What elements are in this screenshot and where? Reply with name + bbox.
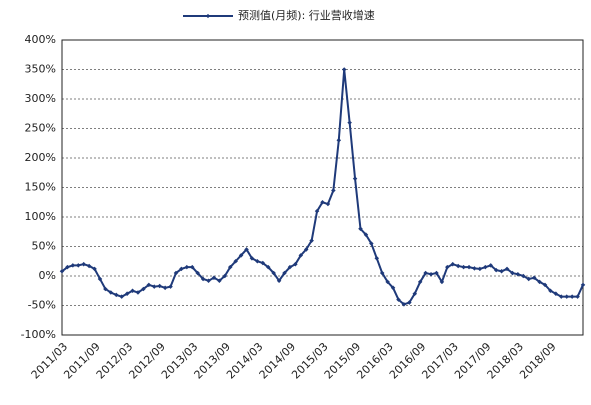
point-marker — [135, 290, 141, 295]
point-marker — [477, 266, 483, 272]
point-marker — [168, 284, 173, 289]
point-marker — [575, 294, 580, 299]
point-marker — [265, 264, 271, 270]
point-marker — [499, 269, 504, 274]
point-marker — [249, 256, 255, 261]
point-marker — [141, 286, 146, 292]
y-tick-label: 0% — [39, 269, 56, 282]
point-marker — [157, 283, 162, 289]
point-marker — [461, 264, 466, 270]
point-marker — [396, 297, 401, 302]
legend-marker — [205, 13, 211, 19]
y-tick-label: 150% — [25, 181, 56, 194]
point-marker — [580, 282, 586, 288]
point-marker — [488, 263, 494, 268]
point-marker — [151, 284, 157, 289]
point-marker — [542, 282, 548, 288]
point-marker — [303, 247, 309, 252]
point-marker — [483, 264, 488, 270]
point-marker — [390, 285, 396, 291]
point-marker — [276, 278, 282, 283]
y-tick-label: 300% — [25, 92, 56, 105]
point-marker — [173, 270, 179, 276]
point-marker — [200, 276, 206, 282]
point-marker — [233, 258, 238, 264]
x-tick-label: 2018/09 — [517, 340, 559, 382]
y-tick-label: 400% — [25, 33, 56, 46]
point-marker — [374, 256, 380, 261]
y-tick-label: 250% — [25, 122, 56, 135]
point-marker — [271, 270, 276, 276]
point-marker — [331, 188, 336, 193]
point-marker — [521, 273, 526, 279]
point-marker — [287, 264, 293, 270]
point-marker — [293, 261, 298, 267]
y-tick-label: 100% — [25, 210, 56, 223]
point-marker — [282, 270, 287, 276]
y-tick-label: -100% — [21, 328, 56, 341]
point-marker — [341, 67, 347, 72]
point-marker — [564, 294, 569, 299]
point-marker — [434, 270, 439, 276]
point-marker — [260, 260, 266, 266]
point-marker — [515, 271, 521, 277]
point-marker — [385, 279, 390, 285]
point-marker — [363, 232, 369, 237]
point-marker — [569, 294, 575, 299]
point-marker — [97, 276, 103, 282]
point-marker — [537, 279, 542, 285]
point-marker — [439, 279, 445, 285]
y-tick-label: 200% — [25, 151, 56, 164]
point-marker — [412, 291, 418, 296]
series-line — [61, 69, 584, 306]
point-marker — [407, 300, 412, 305]
point-marker — [222, 273, 228, 279]
point-marker — [124, 291, 130, 296]
point-marker — [428, 271, 434, 277]
point-marker — [510, 270, 515, 276]
point-marker — [298, 253, 304, 258]
point-marker — [217, 278, 222, 283]
point-marker — [401, 302, 407, 307]
point-marker — [70, 263, 76, 268]
point-marker — [455, 263, 461, 269]
point-marker — [189, 264, 195, 270]
point-marker — [548, 288, 553, 294]
point-marker — [559, 294, 564, 299]
point-marker — [352, 176, 358, 181]
point-marker — [184, 264, 190, 270]
y-tick-label: 350% — [25, 63, 56, 76]
y-tick-label: -50% — [28, 299, 56, 312]
point-marker — [466, 264, 472, 270]
point-marker — [76, 263, 81, 268]
point-marker — [347, 120, 352, 125]
point-marker — [255, 258, 260, 264]
point-marker — [162, 285, 168, 291]
point-marker — [379, 270, 385, 276]
legend-label: 预测值(月频): 行业营收增速 — [238, 8, 375, 22]
point-marker — [504, 266, 510, 272]
point-marker — [314, 208, 320, 214]
point-marker — [206, 278, 211, 283]
point-marker — [65, 264, 70, 270]
point-marker — [423, 270, 428, 276]
y-tick-label: 50% — [32, 240, 56, 253]
point-marker — [531, 275, 537, 281]
point-marker — [526, 276, 531, 282]
point-marker — [108, 290, 114, 295]
point-marker — [445, 264, 450, 270]
point-marker — [493, 267, 499, 273]
point-marker — [238, 253, 244, 258]
plot-frame — [61, 39, 584, 336]
point-marker — [472, 266, 477, 271]
point-marker — [114, 292, 119, 298]
point-marker — [81, 261, 86, 267]
point-marker — [336, 138, 342, 143]
point-marker — [553, 291, 559, 296]
point-marker — [417, 279, 423, 285]
point-marker — [450, 261, 456, 267]
